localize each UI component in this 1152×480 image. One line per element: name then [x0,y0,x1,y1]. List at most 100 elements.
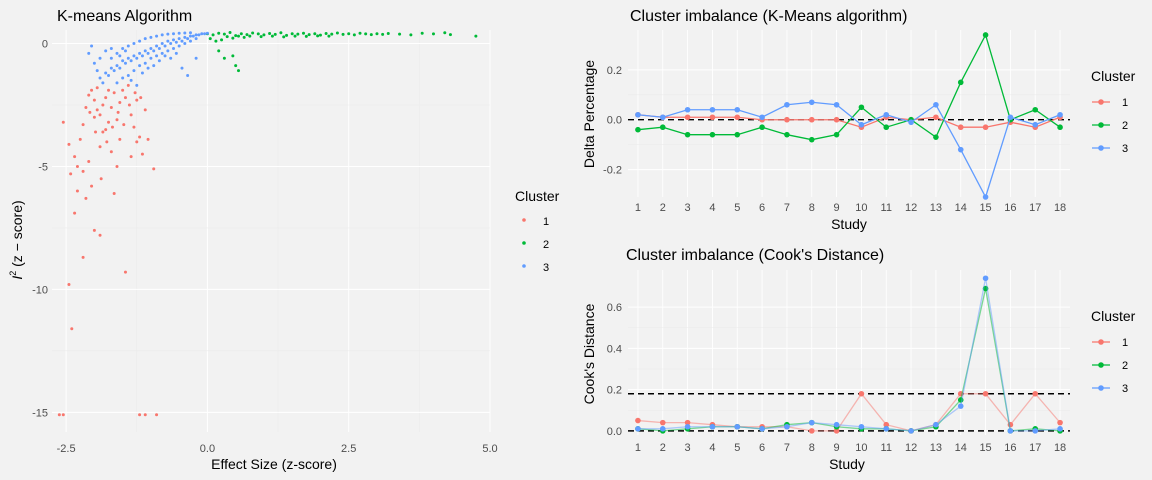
cluster-2-point [358,31,362,35]
cluster-2-point [335,31,339,35]
x-tick-label: 13 [930,202,942,214]
cluster-3-point [123,49,127,53]
chart-title: K-means Algorithm [57,8,192,25]
cluster-3-point [186,37,190,41]
cluster-2-point [375,32,379,36]
cluster-3-point [163,44,167,48]
cluster-1-point [69,172,73,176]
x-tick-label: 11 [881,202,892,214]
cluster-3-point [157,46,161,50]
cluster-2-point [474,34,478,38]
cluster-1-point [73,155,77,159]
cluster-2-point [231,54,235,58]
cluster-3-point [180,39,184,43]
series-point-cluster-2 [659,124,666,131]
cluster-1-point [99,177,103,181]
x-tick-labels: 1 2 3 4 5 6 7 8 9 10 11 12 13 14 15 16 17 18 [635,202,1066,214]
kmeans-scatter-panel: K-means Algorithm -2.5 0.0 2.5 5.0 0 -5 -10 -1… [8,8,560,472]
cluster-3-point [118,54,122,58]
cluster-3-point [95,69,99,73]
x-axis-label: Effect Size (z-score) [211,456,337,472]
series-point-cluster-1 [1032,390,1039,397]
cluster-3-point [172,32,176,36]
series-point-cluster-3 [982,194,989,200]
x-tick-label: 14 [955,442,967,454]
cluster-3-point [188,34,192,38]
x-tick-label: 8 [809,202,815,214]
cluster-2-point [443,31,447,35]
cluster-3-point [203,32,207,36]
cluster-2-point [381,32,385,36]
y-tick-labels: 0.2 0.0 -0.2 [603,65,622,177]
cluster-3-point [109,56,113,60]
series-point-cluster-2 [784,131,790,138]
x-tick-label: 12 [905,202,917,214]
cluster-2-point [330,32,334,36]
series-lines [628,32,1070,200]
cluster-1-point [84,105,88,109]
cluster-1-point [98,145,102,149]
legend: Cluster 1 2 3 [1091,308,1136,395]
series-point-cluster-3 [659,426,666,432]
x-tick-label: 6 [759,202,765,214]
cluster-3-point [138,51,142,55]
cluster-1-point [126,83,130,87]
cluster-2-point [259,35,263,39]
cluster-2-point [222,56,226,60]
x-tick-label: 2 [660,442,666,454]
cluster-3-point [183,31,187,35]
cluster-2-point [208,37,212,41]
series-point-cluster-3 [808,419,815,426]
cluster-2-point [386,31,390,35]
cluster-1-point [122,123,126,127]
series-point-cluster-1 [982,124,989,131]
series-point-cluster-3 [908,119,914,126]
x-tick-label: 10 [855,442,867,454]
x-tick-label: 17 [1029,202,1041,214]
cluster-3-point [155,34,159,38]
series-point-cluster-1 [1057,419,1063,426]
x-tick-label: 15 [979,202,991,214]
series-point-cluster-2 [1057,124,1063,131]
x-tick-label: 3 [685,202,691,214]
series-point-cluster-3 [1007,114,1014,121]
cluster-1-point [61,120,65,124]
cluster-1-point [118,101,122,105]
cluster-3-point [143,61,147,65]
cluster-2-point [316,34,320,38]
cluster-1-point [133,91,137,95]
cluster-1-point [105,140,109,144]
chart-title: Cluster imbalance (Cook's Distance) [626,247,884,264]
x-tick-label: 4 [709,202,715,214]
cluster-1-point [101,103,105,107]
cluster-3-point [101,81,105,85]
series-point-cluster-3 [858,423,865,430]
cluster-3-point [87,51,91,55]
cluster-3-point [160,33,164,37]
series-point-cluster-3 [933,101,939,108]
cluster-1-point [87,93,91,97]
cluster-2-point [237,69,241,73]
cluster-3-point [121,46,125,50]
x-tick-label: 1 [635,202,641,214]
x-tick-label: 3 [685,442,691,454]
series-point-cluster-3 [1007,428,1014,434]
series-point-cluster-3 [883,111,890,118]
cluster-1-point [87,160,91,164]
cluster-1-point [140,152,144,156]
legend-key-3 [522,264,526,268]
cluster-2-point [234,34,238,38]
x-tick-label: 14 [955,202,967,214]
series-point-cluster-3 [883,426,890,432]
legend-label: 3 [1122,383,1128,395]
x-tick-label: 11 [881,442,892,454]
series-point-cluster-1 [659,419,666,426]
grid [628,270,1070,435]
cluster-3-point [174,51,178,55]
series-point-cluster-3 [784,101,790,108]
cluster-3-point [169,56,173,60]
series-lines [628,275,1070,434]
cluster-1-point [118,137,122,141]
cluster-1-point [138,413,142,417]
series-point-cluster-2 [957,79,964,86]
